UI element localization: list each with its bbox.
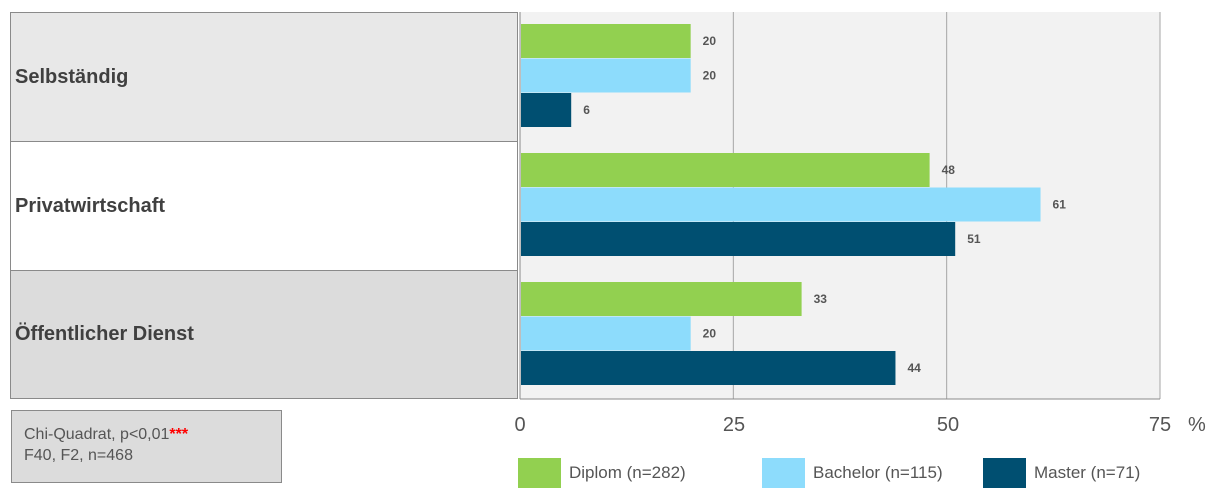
value-labels: 20 20 6 48 61 51 33 20 44: [583, 34, 1066, 375]
legend-swatch-master: [983, 458, 1026, 488]
value-label-1-series-3: 6: [583, 103, 590, 117]
note-line-1: Chi-Quadrat, p<0,01***: [24, 424, 281, 445]
bar-1-series-1: [521, 24, 691, 58]
legend-item-bachelor: Bachelor (n=115): [762, 458, 943, 488]
legend-item-diplom: Diplom (n=282): [518, 458, 686, 488]
value-label-1-series-1: 20: [703, 34, 717, 48]
significance-stars: ***: [169, 426, 189, 443]
value-label-1-series-2: 20: [703, 69, 717, 83]
x-axis-unit: %: [1188, 414, 1206, 436]
bar-1-series-3: [521, 93, 572, 127]
statistics-note: Chi-Quadrat, p<0,01*** F40, F2, n=468: [11, 410, 282, 483]
legend-label-master: Master (n=71): [1034, 463, 1141, 482]
bar-3-series-1: [521, 282, 802, 316]
bar-3-series-3: [521, 351, 896, 385]
legend-swatch-bachelor: [762, 458, 805, 488]
legend-label-diplom: Diplom (n=282): [569, 463, 686, 482]
bar-1-series-2: [521, 58, 691, 93]
note-line-2: F40, F2, n=468: [24, 447, 133, 464]
bar-2-series-3: [521, 222, 956, 256]
legend-item-master: Master (n=71): [983, 458, 1140, 488]
category-label-selbstaendig: Selbständig: [10, 12, 518, 142]
x-tick-50: 50: [936, 414, 960, 436]
x-tick-25: 25: [722, 414, 746, 436]
category-label-privatwirtschaft: Privatwirtschaft: [10, 141, 518, 271]
bar-2-series-2: [521, 187, 1041, 222]
legend-label-bachelor: Bachelor (n=115): [813, 463, 943, 482]
value-label-2-series-1: 48: [942, 163, 956, 177]
value-label-3-series-3: 44: [907, 361, 921, 375]
category-label-oeffentlicher-dienst: Öffentlicher Dienst: [10, 270, 518, 399]
legend-swatch-diplom: [518, 458, 561, 488]
bars: [521, 24, 1041, 385]
value-label-3-series-2: 20: [703, 327, 717, 341]
bar-3-series-2: [521, 316, 691, 351]
x-tick-0: 0: [514, 414, 526, 436]
value-label-3-series-1: 33: [814, 292, 828, 306]
note-test: Chi-Quadrat, p<0,01: [24, 426, 170, 443]
bar-2-series-1: [521, 153, 930, 187]
value-label-2-series-3: 51: [967, 232, 981, 246]
value-label-2-series-2: 61: [1053, 198, 1067, 212]
x-tick-75: 75: [1148, 414, 1172, 436]
